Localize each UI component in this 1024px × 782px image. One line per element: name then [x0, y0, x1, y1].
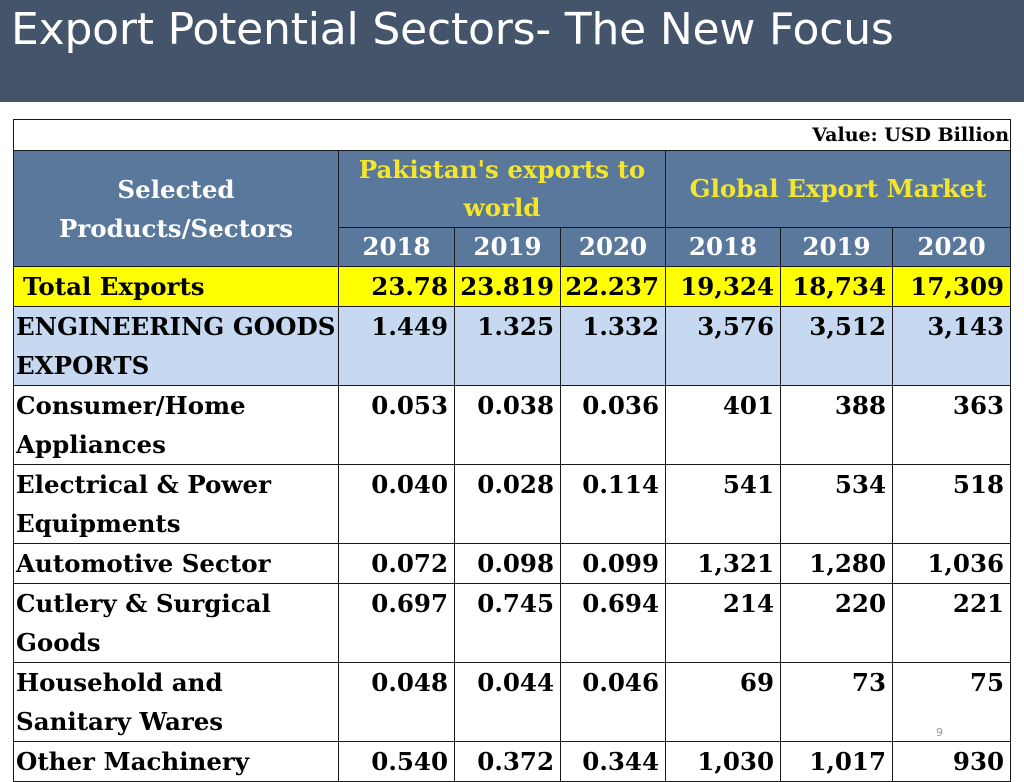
table-cell: 3,576	[665, 306, 781, 386]
table-cell: 17,309	[891, 266, 1012, 307]
table-cell: 1,030	[665, 741, 781, 782]
table-cell: 18,734	[780, 266, 893, 307]
table-cell: 19,324	[665, 266, 781, 307]
table-row-engineering: ENGINEERING GOODS EXPORTS 1.449 1.325 1.…	[13, 306, 1012, 386]
unit-note: Value: USD Billion	[12, 119, 1012, 151]
table-row: Automotive Sector 0.072 0.098 0.099 1,32…	[13, 543, 1012, 584]
table-cell: 388	[780, 385, 893, 465]
row-label: Consumer/Home Appliances	[13, 385, 339, 465]
table-cell: 0.048	[338, 662, 455, 742]
table-cell: 214	[665, 583, 781, 663]
table-cell: 1.449	[338, 306, 455, 386]
page-number: 9	[936, 726, 943, 739]
table-cell: 0.694	[560, 583, 666, 663]
table-cell: 0.028	[454, 464, 561, 544]
group-header-global: Global Export Market	[664, 150, 1012, 228]
year-header: 2019	[454, 227, 561, 267]
table-row: Other Machinery 0.540 0.372 0.344 1,030 …	[13, 741, 1012, 782]
table-cell: 0.099	[560, 543, 666, 584]
table-cell: 0.540	[338, 741, 455, 782]
slide-header: Export Potential Sectors- The New Focus	[0, 0, 1024, 102]
table-cell: 23.819	[454, 266, 561, 307]
table-cell: 22.237	[560, 266, 666, 307]
table-cell: 930	[891, 741, 1012, 782]
row-label: Household and Sanitary Wares	[13, 662, 339, 742]
table-row: Household and Sanitary Wares 0.048 0.044…	[13, 662, 1012, 742]
row-label: ENGINEERING GOODS EXPORTS	[13, 306, 339, 386]
table-cell: 0.038	[454, 385, 561, 465]
row-label: Total Exports	[13, 266, 339, 307]
table-cell: 0.036	[560, 385, 666, 465]
table-row: Consumer/Home Appliances 0.053 0.038 0.0…	[13, 385, 1012, 465]
table-cell: 221	[891, 583, 1012, 663]
table-cell: 69	[665, 662, 781, 742]
table-cell: 0.040	[338, 464, 455, 544]
table-cell: 1,321	[665, 543, 781, 584]
table-cell: 1.325	[454, 306, 561, 386]
row-label: Automotive Sector	[13, 543, 339, 584]
table-cell: 363	[891, 385, 1012, 465]
table-cell: 0.072	[338, 543, 455, 584]
export-table: Value: USD Billion Selected Products/Sec…	[12, 119, 1012, 782]
year-header: 2019	[780, 227, 893, 267]
row-label: Cutlery & Surgical Goods	[13, 583, 339, 663]
table-cell: 534	[780, 464, 893, 544]
table-cell: 3,512	[780, 306, 893, 386]
table-cell: 541	[665, 464, 781, 544]
year-header: 2020	[891, 227, 1012, 267]
table-row: Cutlery & Surgical Goods 0.697 0.745 0.6…	[13, 583, 1012, 663]
table-row: Electrical & Power Equipments 0.040 0.02…	[13, 464, 1012, 544]
year-header: 2020	[560, 227, 666, 267]
table-cell: 0.044	[454, 662, 561, 742]
table-cell: 0.114	[560, 464, 666, 544]
year-header: 2018	[665, 227, 781, 267]
table-cell: 0.745	[454, 583, 561, 663]
table-cell: 0.098	[454, 543, 561, 584]
table-cell: 0.344	[560, 741, 666, 782]
table-cell: 0.697	[338, 583, 455, 663]
group-header-row: Selected Products/Sectors Pakistan's exp…	[13, 150, 1012, 267]
row-label: Electrical & Power Equipments	[13, 464, 339, 544]
table-row-total-exports: Total Exports 23.78 23.819 22.237 19,324…	[13, 266, 1012, 307]
table-cell: 1,017	[780, 741, 893, 782]
table-cell: 1,036	[891, 543, 1012, 584]
group-header-pakistan: Pakistan's exports to world	[338, 150, 666, 228]
table-cell: 518	[891, 464, 1012, 544]
table-cell: 23.78	[338, 266, 455, 307]
table-cell: 75	[891, 662, 1012, 742]
unit-row: Value: USD Billion	[12, 119, 1012, 151]
table-cell: 0.053	[338, 385, 455, 465]
table-cell: 0.046	[560, 662, 666, 742]
row-label: Other Machinery	[13, 741, 339, 782]
table-cell: 1,280	[780, 543, 893, 584]
year-header: 2018	[338, 227, 455, 267]
table-cell: 220	[780, 583, 893, 663]
year-header-row: 2018 2019 2020 2018 2019 2020	[14, 227, 1012, 267]
table-cell: 73	[780, 662, 893, 742]
table-cell: 1.332	[560, 306, 666, 386]
slide-title: Export Potential Sectors- The New Focus	[11, 4, 894, 55]
table-cell: 0.372	[454, 741, 561, 782]
table-cell: 401	[665, 385, 781, 465]
table-cell: 3,143	[891, 306, 1012, 386]
column-header-sectors: Selected Products/Sectors	[13, 150, 339, 267]
